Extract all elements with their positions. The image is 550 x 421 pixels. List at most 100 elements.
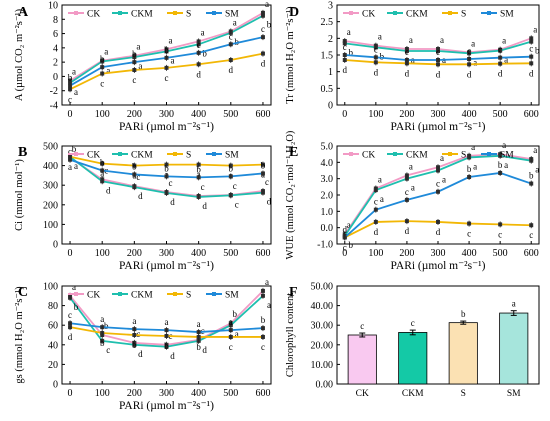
sig-letter-S: c — [229, 342, 233, 352]
legend-marker-SM — [487, 11, 491, 15]
xtick-label-E: 600 — [524, 248, 539, 259]
sig-letter-CKM: b — [202, 48, 207, 58]
sig-letter-S: c — [68, 94, 72, 104]
sig-letter-S: d — [261, 59, 266, 69]
sig-letter-CKM: c — [106, 345, 110, 355]
ylabel-F: Chlorophyll content — [285, 293, 296, 377]
sig-letter-SM: c — [467, 46, 471, 56]
xtick-label-D: 0 — [342, 109, 347, 120]
bar-CK — [347, 334, 377, 385]
xtick-label-A: 400 — [191, 109, 206, 120]
legend-label-CKM: CKM — [131, 291, 153, 301]
sig-letter-CKM: b — [235, 37, 240, 47]
ytick-label-F: 50.00 — [311, 282, 334, 293]
ytick-label-A: 2 — [53, 58, 58, 69]
legend-marker-S — [448, 11, 452, 15]
sig-letter-CK: a — [409, 161, 413, 171]
sig-letter-SM: c — [529, 44, 533, 54]
xtick-label-A: 500 — [223, 109, 238, 120]
category-label-CKM: CKM — [402, 389, 424, 399]
ytick-label-F: 0.00 — [316, 380, 334, 391]
plot-frame-F — [336, 285, 540, 385]
sig-letter-S: b — [196, 342, 201, 352]
xtick-label-D: 400 — [462, 109, 477, 120]
sig-letter-SM: b — [229, 163, 234, 173]
ytick-label-E: 2.0 — [321, 191, 334, 202]
sig-letter-S: d — [374, 67, 379, 77]
ytick-label-B: 300 — [43, 181, 58, 192]
xtick-label-E: 200 — [399, 248, 414, 259]
ytick-label-C: 100 — [43, 282, 58, 293]
sig-letter-SM: b — [196, 164, 201, 174]
ylabel-D: Tr (mmol H₂O m⁻²s⁻¹) — [285, 6, 296, 104]
legend-label-SM: SM — [225, 151, 239, 161]
legend-marker-CKM — [393, 152, 397, 156]
sig-letter-S: d — [529, 68, 534, 78]
xtick-label-C: 0 — [68, 388, 73, 399]
ytick-label-B: 100 — [43, 220, 58, 231]
legend-marker-CK — [74, 11, 78, 15]
legend-marker-CKM — [393, 11, 397, 15]
sig-letter-CKM: d — [106, 185, 111, 195]
sig-letter-SM: b — [529, 171, 534, 181]
panel-label-E: E — [289, 145, 298, 160]
ytick-label-A: 6 — [53, 29, 58, 40]
sig-letter-S: d — [374, 227, 379, 237]
panel-E: E -1.0 0.0 1.0 2.0 3.0 4.0 5.0 WUE (mmol CO₂·mol… — [285, 130, 540, 272]
legend-label-CK: CK — [362, 151, 375, 161]
bar-SM — [499, 312, 529, 385]
xlabel-C: PARi (µmol m⁻²s⁻¹) — [119, 400, 214, 412]
sig-letter-CK: a — [378, 32, 382, 42]
sig-letter-SM: b — [261, 315, 266, 325]
legend-label-S: S — [461, 151, 466, 161]
sig-letter-S: b — [461, 309, 466, 319]
xtick-label-A: 300 — [159, 109, 174, 120]
panel-D: D 0 0.5 1 1.5 2 2.5 3 Tr (mmol H₂O m⁻²s⁻¹) 0 100 20… — [285, 1, 540, 134]
panel-B: B 0 100 200 300 400 500 Ci (mmol mol⁻¹) 0 100 200 3… — [14, 142, 272, 273]
xtick-label-E: 0 — [342, 248, 347, 259]
sig-letter-SM: b — [261, 160, 266, 170]
ytick-label-D: 0.5 — [321, 84, 334, 95]
sig-letter-CK: a — [347, 27, 351, 37]
sig-letter-CKM: d — [170, 197, 175, 207]
sig-letter-SM: c — [68, 147, 72, 157]
sig-letter-CK: a — [72, 67, 76, 77]
legend-label-S: S — [186, 291, 191, 301]
sig-letter-S: d — [229, 65, 234, 75]
xtick-label-A: 200 — [127, 109, 142, 120]
sig-letter-S: d — [405, 68, 410, 78]
sig-letter-SM: c — [261, 24, 265, 34]
ytick-label-D: 2.5 — [321, 17, 334, 28]
sig-letter-CK: a — [502, 140, 506, 150]
category-label-S: S — [461, 389, 466, 399]
xtick-label-C: 200 — [127, 388, 142, 399]
sig-letter-SM: c — [374, 44, 378, 54]
panel-label-C: C — [18, 285, 28, 300]
bar-S — [448, 322, 478, 385]
sig-letter-S: c — [498, 229, 502, 239]
ylabel-C: gs (mmol H₂O m⁻²s⁻¹) — [14, 286, 25, 384]
sig-letter-CK: a — [169, 35, 173, 45]
legend-label-S: S — [186, 10, 191, 20]
sig-letter-CK: a — [440, 153, 444, 163]
sig-letter-SM: c — [68, 310, 72, 320]
xlabel-B: PARi (µmol m⁻²s⁻¹) — [119, 260, 214, 272]
ytick-label-F: 10.00 — [311, 360, 334, 371]
xtick-label-B: 100 — [95, 248, 110, 259]
ytick-label-A: 0 — [53, 72, 58, 83]
ytick-label-A: 10 — [48, 1, 58, 12]
xlabel-A: PARi (µmol m⁻²s⁻¹) — [119, 121, 214, 133]
sig-letter-CK: a — [409, 35, 413, 45]
xtick-label-B: 300 — [159, 248, 174, 259]
sig-letter-CKM: b — [349, 47, 354, 57]
legend-label-SM: SM — [500, 10, 514, 20]
sig-letter-CK: c — [169, 178, 173, 188]
sig-letter-CKM: a — [504, 55, 508, 65]
sig-letter-SM: b — [164, 163, 169, 173]
category-label-SM: SM — [507, 389, 521, 399]
sig-letter-SM: c — [405, 187, 409, 197]
sig-letter-CK: b — [104, 321, 109, 331]
xtick-label-B: 0 — [68, 248, 73, 259]
legend-marker-CK — [74, 152, 78, 156]
